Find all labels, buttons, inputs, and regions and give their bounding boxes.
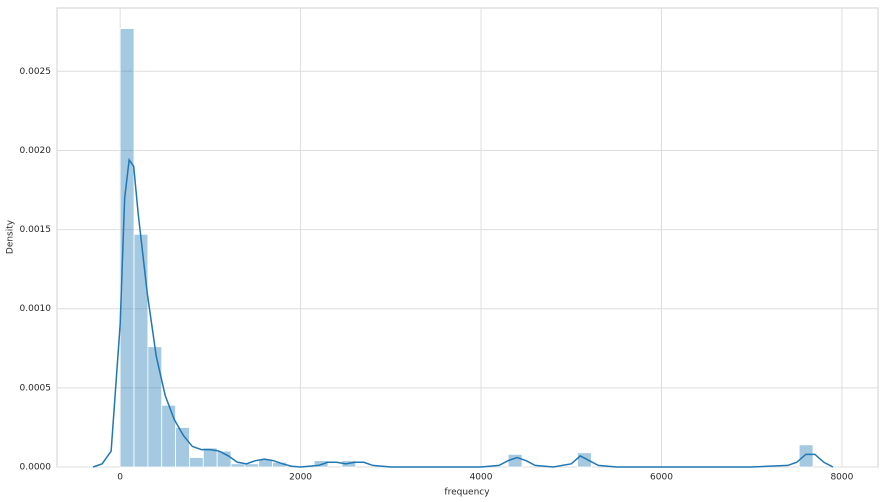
x-tick-label: 0 [117, 473, 123, 483]
histogram-bar [133, 233, 149, 468]
histogram-bar [798, 444, 814, 468]
x-tick-label: 2000 [289, 473, 312, 483]
y-axis-label: Density [6, 219, 16, 254]
x-tick-label: 6000 [650, 473, 673, 483]
plot-area [56, 7, 879, 468]
y-tick-label: 0.0005 [20, 383, 52, 393]
x-tick-label: 8000 [830, 473, 853, 483]
histogram-bar [175, 427, 190, 468]
x-tick-label: 4000 [470, 473, 493, 483]
histogram-bar [161, 404, 176, 468]
kde-line [92, 157, 834, 468]
y-tick-label: 0.0025 [20, 67, 52, 77]
histogram-bar [230, 463, 246, 468]
y-tick-label: 0.0000 [20, 463, 52, 473]
y-tick-label: 0.0010 [20, 304, 52, 314]
histogram-bar [189, 457, 204, 468]
histogram-bar [147, 346, 163, 468]
y-tick-label: 0.0020 [20, 146, 52, 156]
x-axis-label: frequency [444, 488, 490, 498]
y-tick-label: 0.0015 [20, 225, 52, 235]
